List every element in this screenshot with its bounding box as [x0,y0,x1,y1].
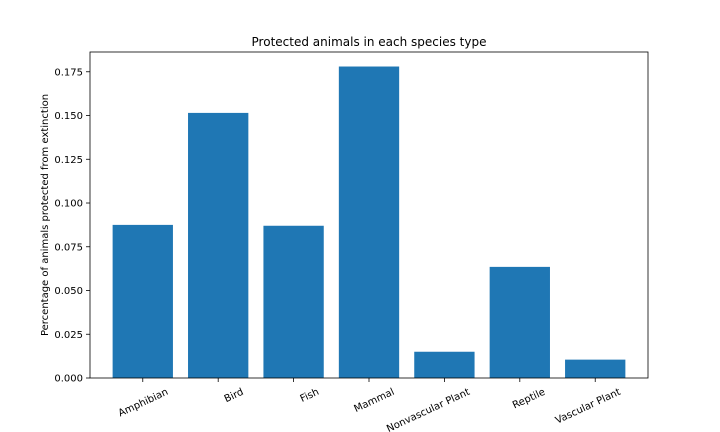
bar-mammal [338,66,400,379]
y-tick-label: 0.075 [54,242,83,253]
y-tick-label: 0.175 [54,67,83,78]
y-tick-label: 0.100 [54,199,83,210]
chart-title: Protected animals in each species type [252,35,487,49]
y-tick-label: 0.050 [54,286,83,297]
y-tick-label: 0.125 [54,155,83,166]
y-axis-label: Percentage of animals protected from ext… [40,94,51,336]
bar-nonvascular-plant [414,351,475,378]
bar-vascular-plant [565,359,626,378]
bar-amphibian [112,224,173,378]
bars-group [112,66,626,379]
y-axis-ticks: 0.000 0.025 0.050 0.075 0.100 0.125 0.150 0.175 [54,67,90,385]
plot-frame [89,51,649,379]
y-tick-label: 0.150 [54,111,83,122]
bar-reptile [489,266,550,378]
bar-fish [263,225,324,378]
y-tick-label: 0.000 [54,374,83,385]
y-tick-label: 0.025 [54,330,83,341]
bar-bird [188,112,249,379]
